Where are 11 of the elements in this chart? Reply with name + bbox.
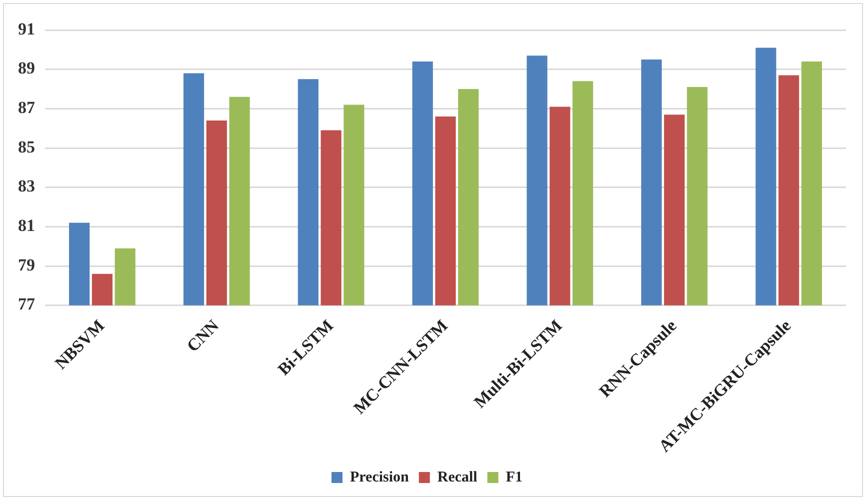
y-tick-label: 85 xyxy=(18,137,35,156)
legend-label: Precision xyxy=(350,469,410,486)
y-tick-label: 79 xyxy=(18,255,35,274)
y-tick-label: 83 xyxy=(18,176,35,196)
y-tick-label: 91 xyxy=(18,19,35,38)
legend-label: F1 xyxy=(506,469,523,486)
legend-label: Recall xyxy=(437,469,478,486)
y-tick-label: 89 xyxy=(18,58,35,78)
y-tick-label: 77 xyxy=(18,294,36,314)
y-tick-label: 81 xyxy=(18,216,35,236)
y-tick-label: 87 xyxy=(18,98,36,118)
